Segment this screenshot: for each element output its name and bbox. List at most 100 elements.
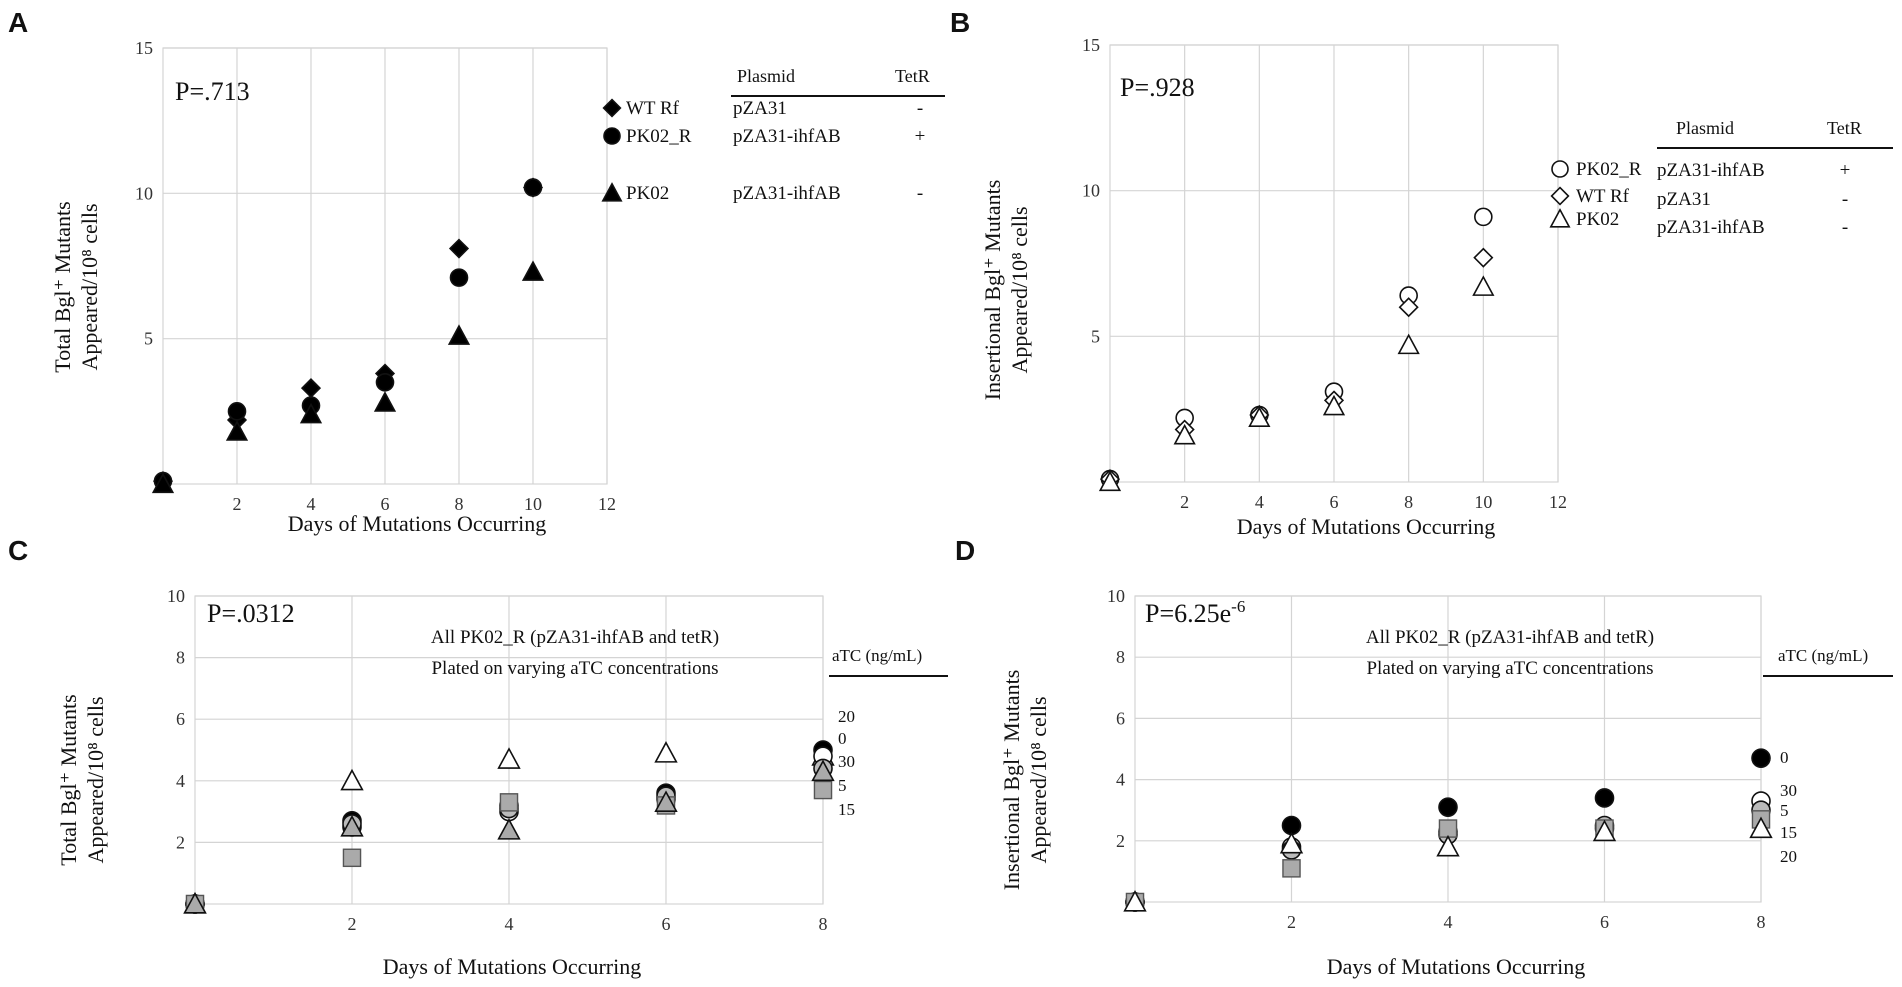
data-point-WT Rf <box>1473 247 1494 268</box>
legend-marker-PK02_R <box>603 127 621 145</box>
data-point-PK02_R <box>227 402 247 421</box>
panel-b-legend-header-plasmid: Plasmid <box>1676 118 1734 138</box>
y-tick-label: 8 <box>176 648 185 668</box>
panel-b-p-value: P=.928 <box>1120 73 1195 102</box>
data-point-15 <box>1282 859 1301 878</box>
panel-a-y-axis-title-line-1: Total Bgl⁺ Mutants <box>50 201 75 372</box>
data-point-20 <box>1749 816 1773 839</box>
legend-series-name: PK02 <box>1576 209 1619 230</box>
data-point-PK02 <box>447 324 471 345</box>
data-point-PK02_R <box>449 268 469 287</box>
data-point-triangle-grey <box>497 818 521 840</box>
panel-c-legend-header: aTC (ng/mL) <box>832 646 922 665</box>
data-point-20 <box>1123 889 1147 912</box>
atc-concentration-label: 20 <box>1780 847 1797 866</box>
atc-concentration-label: 15 <box>1780 823 1797 842</box>
data-point-PK02 <box>1098 470 1122 492</box>
y-tick-label: 2 <box>176 832 185 852</box>
data-point-PK02 <box>1322 394 1346 416</box>
atc-concentration-label: 0 <box>838 729 847 748</box>
data-point-PK02 <box>299 402 323 424</box>
panel-a-marks <box>151 177 545 494</box>
legend-plasmid: pZA31 <box>733 98 787 119</box>
panel-b-y-axis-title-line-1: Insertional Bgl⁺ Mutants <box>980 180 1005 401</box>
data-point-0 <box>1751 748 1771 768</box>
atc-concentration-label: 15 <box>838 800 855 819</box>
atc-concentration-label: 5 <box>1780 801 1789 820</box>
legend-marker-PK02 <box>1549 208 1571 228</box>
data-point-20 <box>340 768 364 791</box>
legend-tetr: - <box>1842 217 1848 238</box>
panel-c-y-axis-title-line-2: Appeared/10⁸ cells <box>83 696 108 863</box>
panel-d-legend-header: aTC (ng/mL) <box>1778 646 1868 665</box>
data-point-triangle-grey <box>654 790 678 812</box>
legend-series-name: PK02_R <box>1576 159 1642 180</box>
legend-marker-WT Rf <box>602 98 622 118</box>
x-tick-label: 12 <box>598 494 616 514</box>
panel-d-title-line-1: All PK02_R (pZA31-ihfAB and tetR) <box>1366 627 1654 648</box>
panel-letter-b: B <box>950 7 970 38</box>
data-point-PK02 <box>225 420 249 441</box>
legend-marker-PK02 <box>601 182 623 202</box>
legend-plasmid: pZA31 <box>1657 189 1711 210</box>
panel-c-marks <box>183 740 835 914</box>
panel-letter-d: D <box>955 535 975 566</box>
data-point-PK02_R <box>1474 207 1493 227</box>
y-tick-label: 8 <box>1116 647 1125 667</box>
panel-c: 2 4 6 8 2 4 6 8 10 P=.0312 All PK02_R (pZA31-ihf… <box>56 586 948 979</box>
data-point-triangle-grey <box>183 891 207 914</box>
y-tick-label: 10 <box>1107 586 1125 606</box>
legend-series-name: WT Rf <box>626 98 680 119</box>
y-tick-label: 15 <box>1082 35 1100 55</box>
legend-tetr: + <box>915 126 926 147</box>
x-tick-label: 8 <box>1757 912 1766 932</box>
data-point-15 <box>499 793 519 812</box>
legend-marker-WT Rf <box>1550 186 1570 206</box>
data-point-PK02 <box>373 391 397 412</box>
data-point-PK02 <box>151 472 175 494</box>
x-tick-label: 4 <box>1444 912 1453 932</box>
legend-marker-PK02_R <box>1551 160 1569 178</box>
data-point-triangle-grey <box>340 814 364 837</box>
x-tick-label: 12 <box>1549 492 1567 512</box>
panel-d-ticks: 2 4 6 8 2 4 6 8 10 <box>1107 586 1766 932</box>
panel-d-title-line-2: Plated on varying aTC concentrations <box>1366 658 1653 679</box>
panel-d-p-value-exponent: -6 <box>1231 597 1245 616</box>
data-point-20 <box>497 747 521 769</box>
y-tick-label: 10 <box>135 183 153 203</box>
y-tick-label: 10 <box>1082 181 1100 201</box>
data-point-15 <box>342 848 362 868</box>
x-tick-label: 6 <box>1330 492 1339 512</box>
panel-b-y-axis-title-line-2: Appeared/10⁸ cells <box>1007 206 1032 373</box>
panel-a-legend-rows: WT Rf pZA31 - PK02_R pZA31-ihfAB + PK02 pZA31-i… <box>601 98 926 204</box>
panel-c-title-line-1: All PK02_R (pZA31-ihfAB and tetR) <box>431 627 719 648</box>
data-point-PK02_R <box>375 372 395 392</box>
legend-tetr: - <box>917 183 923 204</box>
y-tick-label: 6 <box>1116 708 1125 728</box>
panel-d-y-axis-title-line-2: Appeared/10⁸ cells <box>1026 696 1051 863</box>
data-point-20 <box>654 741 678 763</box>
data-point-triangle-grey <box>811 759 835 782</box>
panel-c-x-axis-title: Days of Mutations Occurring <box>383 954 641 979</box>
data-point-PK02 <box>1173 423 1196 445</box>
legend-tetr: + <box>1840 160 1851 181</box>
panel-letter-c: C <box>8 535 28 566</box>
panel-d-marks <box>1123 748 1773 912</box>
panel-d-p-value: P=6.25e-6 <box>1145 597 1245 628</box>
legend-series-name: PK02 <box>626 183 669 204</box>
data-point-PK02 <box>1472 275 1495 296</box>
x-tick-label: 4 <box>505 914 514 934</box>
atc-concentration-label: 30 <box>1780 781 1797 800</box>
x-tick-label: 8 <box>1404 492 1413 512</box>
x-tick-label: 2 <box>348 914 357 934</box>
data-point-20 <box>1436 834 1460 857</box>
legend-series-name: PK02_R <box>626 126 692 147</box>
legend-tetr: - <box>1842 189 1848 210</box>
y-tick-label: 15 <box>135 38 153 58</box>
panel-d-legend-rows: 0 305 15 20 <box>1780 748 1797 866</box>
data-point-PK02 <box>1397 333 1420 355</box>
panel-c-title-line-2: Plated on varying aTC concentrations <box>431 658 718 679</box>
y-tick-label: 5 <box>144 329 153 349</box>
